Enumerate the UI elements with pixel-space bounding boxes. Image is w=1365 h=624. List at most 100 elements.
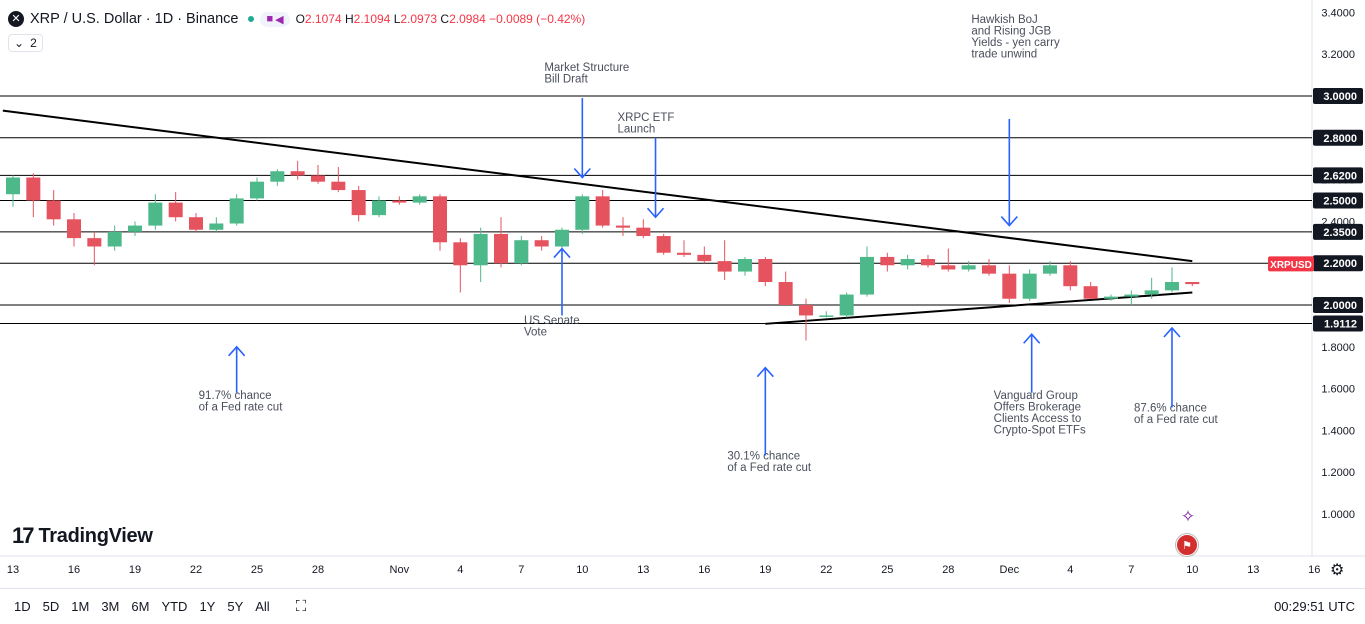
time-tick-label: Nov (390, 564, 410, 576)
candle-body[interactable] (351, 190, 366, 216)
candle-body[interactable] (310, 175, 325, 182)
candle-body[interactable] (859, 256, 874, 295)
candle-body[interactable] (534, 240, 549, 247)
indicators-pill[interactable]: ■ ◀ (260, 11, 290, 27)
candle-body[interactable] (1083, 286, 1098, 299)
time-tick-label: 28 (312, 564, 324, 576)
candle-body[interactable] (961, 265, 976, 270)
candle-body[interactable] (453, 242, 468, 266)
candle-body[interactable] (1063, 265, 1078, 287)
candle-body[interactable] (656, 236, 671, 253)
time-tick-label: 22 (820, 564, 832, 576)
indicator-toggle[interactable]: ⌄ 2 (8, 34, 43, 52)
candle-body[interactable] (636, 227, 651, 237)
level-tag-label: 1.9112 (1324, 319, 1357, 331)
chart-background (0, 0, 1365, 588)
annotation-text: of a Fed rate cut (1134, 414, 1219, 426)
tradingview-logo[interactable]: 17 TradingView (12, 523, 153, 549)
candle-body[interactable] (595, 196, 610, 226)
candle-body[interactable] (1002, 273, 1017, 299)
range-button-5d[interactable]: 5D (42, 599, 60, 614)
candle-body[interactable] (676, 252, 691, 255)
candle-body[interactable] (737, 259, 752, 272)
candle-body[interactable] (1144, 290, 1159, 295)
candle-body[interactable] (1022, 273, 1037, 299)
candle-body[interactable] (290, 171, 305, 176)
candle-body[interactable] (188, 217, 203, 230)
candle-body[interactable] (717, 261, 732, 272)
candle-body[interactable] (758, 259, 773, 283)
candle-body[interactable] (493, 233, 508, 264)
chart-header: ✕ XRP / U.S. Dollar · 1D · Binance ■ ◀ O2… (8, 9, 585, 29)
utc-clock[interactable]: 00:29:51 UTC (1274, 599, 1355, 614)
level-tag-label: 2.8000 (1323, 133, 1357, 145)
annotation-text: and Rising JGB (971, 25, 1051, 37)
symbol-title[interactable]: XRP / U.S. Dollar · 1D · Binance (30, 11, 239, 27)
candle-body[interactable] (920, 259, 935, 266)
level-tag-label: 3.0000 (1323, 91, 1357, 103)
candle-body[interactable] (66, 219, 81, 239)
candle-body[interactable] (392, 200, 407, 203)
range-button-1m[interactable]: 1M (71, 599, 90, 614)
candle-body[interactable] (1185, 282, 1200, 285)
candle-body[interactable] (168, 202, 183, 218)
candle-body[interactable] (412, 196, 427, 203)
us-flag-icon[interactable]: ⚑ (1176, 534, 1198, 556)
sparkle-icon[interactable]: ✧ (1180, 507, 1196, 526)
candle-body[interactable] (473, 233, 488, 266)
annotation-arrowhead (553, 247, 571, 259)
candle-body[interactable] (46, 200, 61, 220)
candle-body[interactable] (900, 259, 915, 266)
candle-body[interactable] (229, 198, 244, 224)
candle-body[interactable] (615, 225, 630, 228)
candle-body[interactable] (26, 177, 41, 201)
logo-word: TradingView (38, 524, 153, 547)
annotation-text: Offers Brokerage (994, 402, 1081, 414)
candle-body[interactable] (371, 200, 386, 216)
candle-body[interactable] (981, 265, 996, 274)
symbol-price-tag[interactable] (1268, 256, 1314, 272)
gear-icon[interactable]: ⚙ (1330, 562, 1345, 579)
candle-body[interactable] (107, 231, 122, 247)
candle-body[interactable] (6, 177, 20, 195)
range-button-ytd[interactable]: YTD (161, 599, 188, 614)
range-button-5y[interactable]: 5Y (227, 599, 244, 614)
level-tag-label: 2.5000 (1323, 196, 1357, 208)
candle-body[interactable] (839, 294, 854, 316)
candle-body[interactable] (697, 254, 712, 262)
candle-body[interactable] (87, 238, 102, 247)
candle-body[interactable] (880, 256, 895, 266)
candle-body[interactable] (209, 223, 224, 230)
candle-body[interactable] (798, 305, 813, 316)
candle-body[interactable] (270, 171, 285, 182)
candle-body[interactable] (819, 315, 834, 317)
candle-body[interactable] (249, 181, 264, 199)
range-button-1d[interactable]: 1D (14, 599, 31, 614)
range-button-all[interactable]: All (255, 599, 270, 614)
candle-body[interactable] (941, 265, 956, 270)
candle-body[interactable] (127, 225, 142, 232)
annotation-arrowhead (228, 345, 246, 357)
candle-body[interactable] (148, 202, 163, 226)
candle-body[interactable] (554, 229, 569, 247)
candle-body[interactable] (1124, 294, 1139, 297)
range-button-6m[interactable]: 6M (131, 599, 150, 614)
time-tick-label: 4 (457, 564, 463, 576)
candle-body[interactable] (514, 240, 529, 264)
candle-body[interactable] (1164, 282, 1179, 291)
candle-body[interactable] (432, 196, 447, 243)
range-button-1y[interactable]: 1Y (199, 599, 216, 614)
calendar-range-icon[interactable]: ⛶ (295, 598, 307, 615)
candle-body[interactable] (778, 282, 793, 305)
candle-body[interactable] (1042, 265, 1057, 274)
candle-body[interactable] (1103, 296, 1118, 299)
range-button-3m[interactable]: 3M (101, 599, 120, 614)
symbol-price-tag-label: XRPUSD (1270, 260, 1312, 271)
x-circle-icon[interactable]: ✕ (8, 11, 24, 27)
indicator-count: 2 (30, 36, 37, 50)
low-label: L (393, 12, 401, 26)
candle-body[interactable] (575, 196, 590, 230)
ohlc-values: O2.1074 H2.1094 L2.0973 C2.0984 −0.0089 … (296, 12, 586, 26)
candle-body[interactable] (331, 181, 346, 191)
